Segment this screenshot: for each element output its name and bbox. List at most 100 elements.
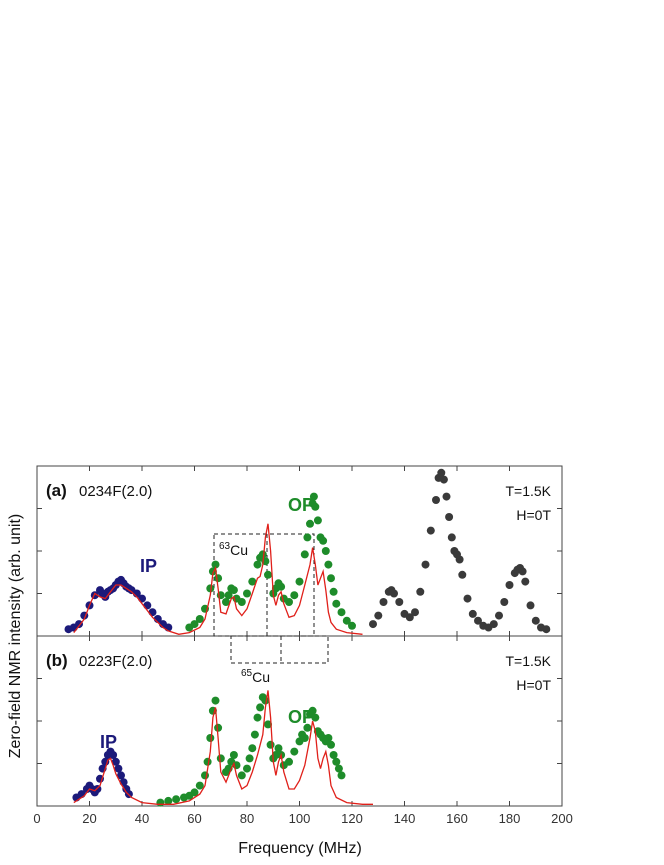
gray-point-panel-0: [458, 570, 467, 579]
op-point-panel-0: [303, 533, 312, 542]
panel-a-temperature: T=1.5K: [505, 483, 551, 499]
x-tick-label: 120: [341, 811, 363, 826]
op-point-panel-0: [258, 550, 267, 559]
op-point-panel-1: [256, 703, 265, 712]
op-point-panel-0: [237, 598, 246, 606]
panel-b-field: H=0T: [516, 677, 551, 693]
gray-point-panel-0: [421, 560, 430, 569]
panel-a-op-label: OP: [288, 495, 314, 515]
x-tick-label: 80: [240, 811, 254, 826]
x-tick-label: 180: [499, 811, 521, 826]
gray-point-panel-0: [395, 598, 404, 606]
gray-point-panel-0: [455, 555, 464, 564]
panel-b-annotations: (b) 0223F(2.0) T=1.5K H=0T IP OP: [46, 651, 552, 752]
gray-point-panel-0: [521, 577, 530, 586]
op-point-panel-0: [277, 582, 286, 591]
op-point-panel-1: [245, 754, 254, 763]
op-point-panel-0: [313, 516, 322, 525]
op-point-panel-0: [295, 577, 304, 586]
gray-point-panel-0: [518, 567, 527, 576]
op-point-panel-1: [164, 796, 173, 805]
op-point-panel-0: [224, 591, 233, 600]
x-tick-label: 60: [187, 811, 201, 826]
op-point-panel-0: [327, 574, 335, 583]
op-point-panel-1: [203, 757, 212, 766]
op-point-panel-1: [329, 751, 338, 759]
cu65-element: Cu: [252, 669, 270, 685]
gray-point-panel-0: [379, 598, 388, 606]
gray-point-panel-0: [489, 620, 498, 629]
op-point-panel-0: [211, 560, 220, 569]
op-point-panel-1: [285, 757, 293, 766]
op-point-panel-0: [206, 584, 215, 593]
op-point-panel-0: [324, 560, 333, 569]
op-point-panel-1: [327, 740, 335, 749]
axis-ticks: [36, 466, 563, 806]
op-point-panel-0: [300, 550, 309, 559]
panel-b-label: (b): [46, 651, 68, 670]
cu65-box: 65Cu: [230, 635, 329, 685]
ip-point-panel-0: [148, 608, 157, 617]
x-tick-label: 200: [551, 811, 573, 826]
gray-point-panel-0: [439, 475, 448, 484]
cu63-element: Cu: [230, 542, 248, 558]
gray-point-panel-0: [500, 598, 509, 606]
x-tick-label: 20: [82, 811, 96, 826]
gray-point-panel-0: [411, 608, 419, 617]
gray-point-panel-0: [526, 601, 535, 610]
ip-point-panel-1: [114, 764, 123, 773]
gray-point-panel-0: [505, 581, 514, 589]
op-point-panel-1: [243, 764, 251, 773]
panel-a-annotations: (a) 0234F(2.0) T=1.5K H=0T IP OP: [46, 481, 552, 576]
y-axis-title: Zero-field NMR intensity (arb. unit): [7, 514, 24, 759]
op-point-panel-1: [248, 744, 257, 753]
x-tick-label: 40: [135, 811, 149, 826]
op-point-panel-1: [274, 744, 283, 753]
op-point-panel-1: [308, 706, 317, 715]
op-point-panel-0: [264, 570, 272, 579]
op-point-panel-1: [334, 764, 343, 773]
gray-point-panel-0: [442, 492, 451, 501]
op-point-panel-0: [329, 587, 338, 596]
op-point-panel-0: [214, 574, 223, 583]
op-point-panel-1: [264, 720, 272, 729]
ip-point-panel-1: [101, 757, 110, 766]
cu63-box: 63Cu: [213, 533, 315, 637]
gray-point-panel-0: [447, 533, 456, 542]
gray-point-panel-0: [542, 625, 551, 634]
ip-point-panel-1: [117, 771, 125, 780]
op-point-panel-0: [321, 547, 330, 555]
op-point-panel-0: [190, 620, 199, 629]
gray-point-panel-0: [432, 496, 440, 504]
series-layer: [64, 468, 551, 807]
x-tick-label: 140: [394, 811, 416, 826]
x-tick-label: 100: [289, 811, 311, 826]
panel-a-label: (a): [46, 481, 67, 500]
op-point-panel-0: [290, 591, 299, 600]
op-point-panel-1: [172, 795, 181, 804]
op-point-panel-0: [222, 598, 230, 606]
op-point-panel-0: [229, 586, 238, 595]
op-point-panel-0: [253, 560, 262, 569]
op-point-panel-0: [319, 536, 328, 545]
ip-point-panel-0: [138, 594, 146, 603]
op-point-panel-1: [266, 740, 275, 749]
gray-point-panel-0: [390, 589, 398, 598]
gray-point-panel-0: [531, 616, 540, 625]
gray-point-panel-0: [426, 526, 435, 535]
op-point-panel-0: [243, 589, 251, 598]
op-point-panel-1: [253, 713, 262, 722]
x-tick-label: 0: [33, 811, 40, 826]
cu63-box-outline: [213, 533, 315, 637]
ip-point-panel-0: [143, 601, 152, 610]
op-point-panel-1: [156, 798, 165, 807]
op-point-panel-1: [214, 723, 223, 732]
panel-a-sample: 0234F(2.0): [79, 483, 152, 500]
gray-point-panel-0: [474, 616, 482, 625]
ip-point-panel-1: [111, 757, 120, 766]
ip-point-panel-0: [75, 620, 83, 629]
op-point-panel-1: [303, 723, 312, 732]
cu65-box-outline: [230, 635, 329, 664]
